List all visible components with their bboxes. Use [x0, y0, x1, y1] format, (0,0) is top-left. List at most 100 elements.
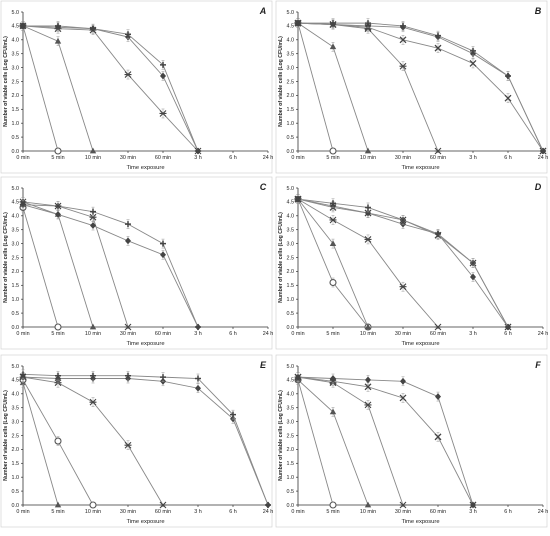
data-point-triangle [89, 147, 97, 154]
x-tick-label: 60 min [430, 155, 446, 161]
x-tick-label: 10 min [85, 331, 101, 337]
data-point-star [329, 216, 337, 224]
series-line-star [22, 25, 199, 152]
data-point-circle [329, 147, 337, 155]
data-point-plus [55, 372, 61, 379]
data-point-plus [470, 47, 476, 54]
data-point-plus [540, 148, 546, 154]
x-tick-label: 24 h [538, 331, 549, 337]
series-line-cross [297, 22, 544, 152]
x-tick-label: 3 h [469, 509, 477, 515]
data-point-circle [54, 323, 62, 331]
data-point-plus [160, 374, 166, 381]
y-tick-label: 3.5 [12, 406, 20, 412]
y-tick-label: 1.5 [287, 283, 295, 289]
data-point-diamond [365, 376, 371, 384]
x-tick-label: 3 h [194, 155, 202, 161]
x-tick-label: 60 min [155, 509, 171, 515]
data-point-circle [54, 437, 62, 445]
data-point-plus [195, 375, 201, 382]
data-point-triangle [54, 37, 62, 44]
data-point-circle [89, 501, 97, 509]
data-point-plus [230, 411, 236, 418]
data-point-triangle [54, 501, 62, 508]
series-line-plus [22, 204, 199, 328]
y-tick-label: 2.5 [287, 255, 295, 261]
data-point-triangle [329, 43, 337, 50]
data-point-triangle [329, 408, 337, 415]
x-tick-label: 10 min [360, 331, 376, 337]
y-tick-label: 0.5 [12, 489, 20, 495]
y-tick-label: 4.0 [287, 214, 295, 220]
data-point-diamond [400, 377, 406, 385]
chart-panel-c: 0.0 0.5 1.0 1.5 2.0 2.5 3.0 3.5 4.0 4.5 5.0 0 min 5 … [0, 176, 274, 350]
x-tick-label: 6 h [229, 509, 237, 515]
panel-frame [0, 176, 273, 350]
data-point-plus [125, 31, 131, 38]
y-tick-label: 2.5 [287, 433, 295, 439]
x-tick-label: 24 h [263, 331, 274, 337]
y-tick-label: 5.0 [12, 10, 20, 16]
data-point-plus [295, 196, 301, 203]
x-axis-label: Time exposure [401, 341, 439, 347]
data-point-plus [90, 25, 96, 32]
x-tick-label: 30 min [395, 155, 411, 161]
x-tick-label: 0 min [291, 509, 304, 515]
data-point-star [364, 401, 372, 409]
data-point-plus [435, 32, 441, 39]
data-point-cross [434, 433, 442, 441]
x-tick-label: 10 min [360, 509, 376, 515]
x-tick-label: 3 h [469, 155, 477, 161]
series-line-star [22, 201, 129, 328]
y-tick-label: 4.5 [12, 24, 20, 30]
panel-label: C [260, 182, 267, 192]
y-tick-label: 3.0 [287, 241, 295, 247]
x-tick-label: 0 min [16, 509, 29, 515]
y-tick-label: 5.0 [287, 10, 295, 16]
data-point-diamond [195, 384, 201, 392]
y-tick-label: 3.5 [12, 228, 20, 234]
x-tick-label: 6 h [504, 331, 512, 337]
series-line-cross [297, 376, 474, 506]
y-tick-label: 1.0 [287, 297, 295, 303]
y-axis-label: Number of viable cells (Log CFU/mL) [3, 36, 9, 127]
data-point-cross [469, 59, 477, 67]
data-point-plus [125, 372, 131, 379]
y-axis-label: Number of viable cells (Log CFU/mL) [3, 212, 9, 303]
x-tick-label: 24 h [538, 155, 549, 161]
y-tick-label: 1.5 [12, 283, 20, 289]
x-tick-label: 3 h [194, 331, 202, 337]
y-axis-label: Number of viable cells (Log CFU/mL) [278, 212, 284, 303]
y-axis-label: Number of viable cells (Log CFU/mL) [3, 390, 9, 481]
data-point-plus [365, 204, 371, 211]
panel-frame [275, 354, 548, 528]
x-tick-label: 5 min [326, 155, 339, 161]
x-tick-label: 10 min [85, 155, 101, 161]
data-point-plus [400, 22, 406, 29]
x-tick-label: 6 h [229, 155, 237, 161]
panel-label: E [260, 360, 267, 370]
data-point-plus [160, 61, 166, 68]
y-tick-label: 1.0 [287, 475, 295, 481]
y-tick-label: 2.0 [287, 269, 295, 275]
y-tick-label: 3.0 [287, 419, 295, 425]
series-line-diamond [297, 22, 544, 152]
data-point-diamond [90, 222, 96, 229]
y-tick-label: 2.5 [12, 255, 20, 261]
series-line-diamond [22, 25, 199, 152]
panel-frame [275, 176, 548, 350]
y-tick-label: 3.0 [12, 419, 20, 425]
x-tick-label: 0 min [291, 331, 304, 337]
y-tick-label: 0.5 [287, 135, 295, 141]
x-tick-label: 5 min [51, 509, 64, 515]
y-tick-label: 1.5 [12, 107, 20, 113]
series-line-diamond [22, 201, 199, 328]
y-tick-label: 1.0 [12, 475, 20, 481]
data-point-plus [20, 201, 26, 208]
data-point-triangle [364, 501, 372, 508]
x-tick-label: 6 h [229, 331, 237, 337]
data-point-triangle [89, 323, 97, 330]
x-tick-label: 0 min [16, 155, 29, 161]
y-tick-label: 1.5 [12, 461, 20, 467]
data-point-star [399, 501, 407, 509]
